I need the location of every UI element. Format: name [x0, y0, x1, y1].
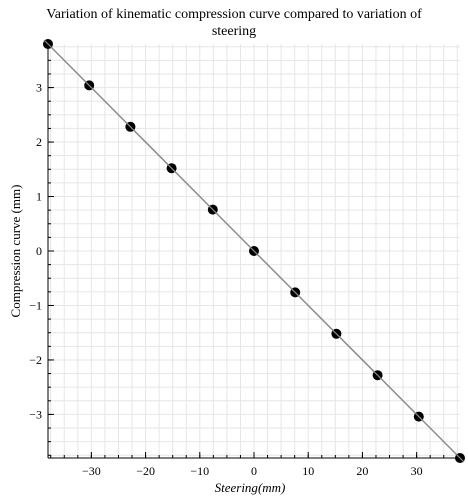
data-point-line-overlay	[331, 329, 341, 339]
data-point	[455, 453, 465, 463]
data-point-line-overlay	[167, 163, 177, 173]
data-point-line-overlay	[249, 246, 259, 256]
y-tick-label: −1	[29, 298, 42, 312]
data-point	[413, 411, 424, 422]
data-point-line-overlay	[373, 370, 383, 380]
y-tick-label: −3	[29, 407, 42, 421]
y-tick-label: 3	[36, 81, 42, 95]
data-point	[290, 287, 301, 298]
axes	[47, 44, 460, 459]
x-axis-label-unit: (mm)	[258, 480, 285, 495]
y-tick-label: 0	[36, 244, 42, 258]
y-axis-label: Compression curve (mm)	[8, 185, 23, 318]
data-point-line-overlay	[208, 205, 218, 215]
data-point	[249, 246, 259, 256]
y-tick-label: −2	[29, 353, 42, 367]
data-point	[125, 121, 136, 132]
x-tick-label: 20	[356, 464, 368, 478]
data-point	[43, 39, 53, 49]
x-tick-label: 10	[302, 464, 314, 478]
data-point	[84, 80, 95, 91]
data-point	[166, 163, 177, 174]
y-tick-label: 2	[36, 135, 42, 149]
grid	[48, 44, 460, 458]
x-tick-label: 0	[251, 464, 257, 478]
chart-title-line-1: Variation of kinematic compression curve…	[46, 7, 422, 22]
data-point	[372, 370, 383, 381]
x-tick-label: −30	[82, 464, 101, 478]
x-axis-label-main: Steering	[215, 480, 259, 495]
data-point	[331, 328, 342, 339]
data-point-line-overlay	[455, 453, 465, 463]
x-tick-label: 30	[411, 464, 423, 478]
data-point-line-overlay	[84, 80, 94, 90]
data-point-line-overlay	[43, 39, 53, 49]
data-point-line-overlay	[290, 287, 300, 297]
x-axis-label: Steering(mm)	[215, 480, 286, 495]
chart-title-line-2: steering	[212, 24, 256, 39]
chart-title: Variation of kinematic compression curve…	[46, 7, 422, 39]
series	[43, 39, 465, 463]
data-point-line-overlay	[125, 122, 135, 132]
x-tick-label: −20	[136, 464, 155, 478]
data-point-line-overlay	[414, 412, 424, 422]
y-tick-label: 1	[36, 190, 42, 204]
data-point	[207, 204, 218, 215]
x-tick-label: −10	[190, 464, 209, 478]
